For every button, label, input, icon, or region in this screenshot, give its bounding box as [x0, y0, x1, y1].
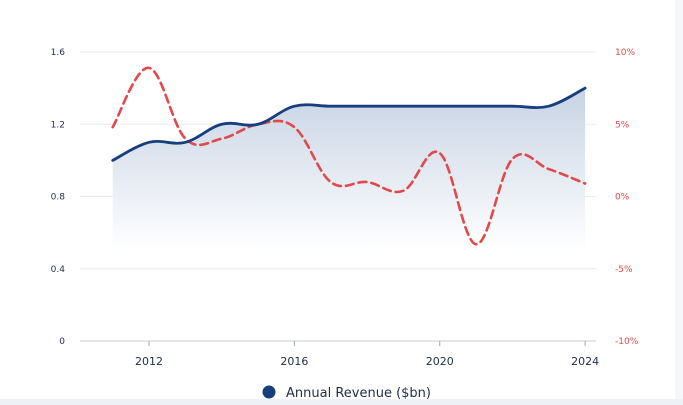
y-left-tick-label-1: 1.2 — [51, 120, 65, 130]
x-tick-label-1: 2016 — [280, 355, 308, 368]
y-left-tick-label-3: 0.4 — [51, 265, 66, 275]
revenue-area-fill — [112, 88, 586, 251]
legend-label-revenue: Annual Revenue ($bn) — [286, 386, 431, 401]
area-layer — [112, 88, 586, 251]
x-tick-label-2: 2020 — [426, 355, 454, 368]
y-left-tick-label-2: 0.8 — [51, 193, 66, 203]
y-right-tick-label-3: -5% — [615, 265, 633, 275]
y-left-tick-label-0: 1.6 — [51, 48, 66, 58]
growth-line — [111, 66, 587, 246]
x-tick-label-0: 2012 — [135, 355, 163, 368]
y-right-tick-label-4: -10% — [615, 337, 639, 347]
bottom-bar — [0, 399, 683, 405]
legend: Annual Revenue ($bn) — [262, 385, 431, 401]
legend-marker-revenue — [262, 385, 276, 399]
y-right-tick-label-0: 10% — [615, 48, 635, 58]
right-edge-strip — [675, 0, 683, 405]
y-right-tick-label-2: 0% — [615, 193, 630, 203]
line-layer — [111, 66, 587, 246]
y-right-tick-label-1: 5% — [615, 120, 630, 130]
x-tick-label-3: 2024 — [571, 355, 599, 368]
y-left-tick-label-4: 0 — [59, 337, 65, 347]
tick-layer: 1.6 1.2 0.8 0.4 0 10% 5% 0% -5% -10% 2012 2016 2020 2… — [51, 48, 639, 368]
revenue-line — [111, 86, 587, 162]
